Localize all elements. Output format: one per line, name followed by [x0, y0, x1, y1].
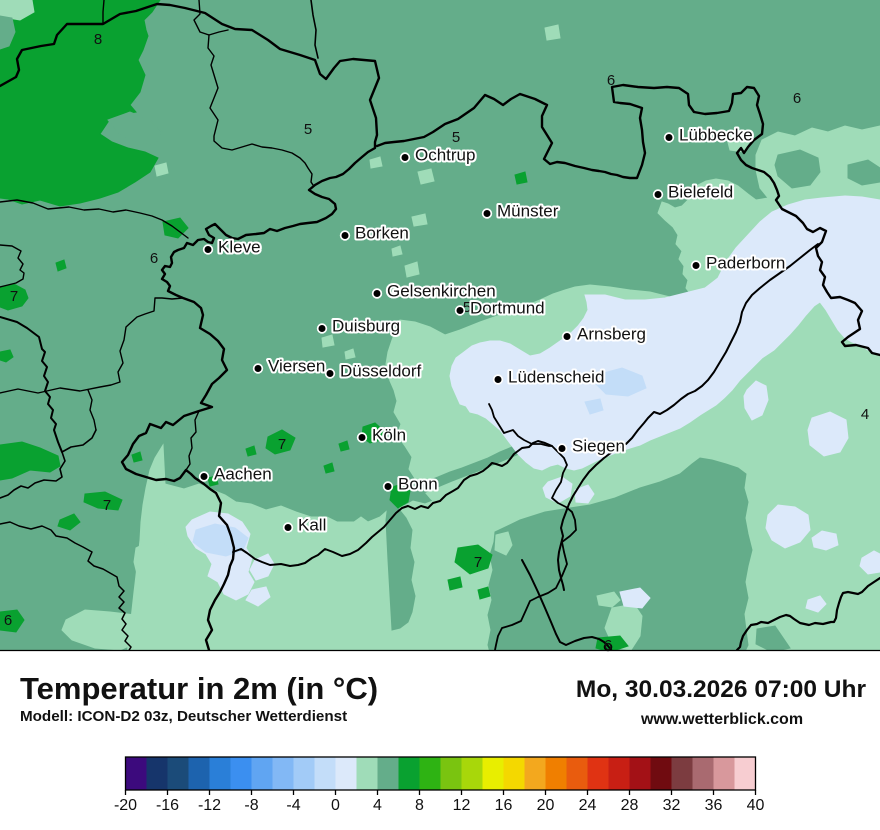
svg-text:36: 36 — [705, 797, 723, 814]
svg-text:Temperatur in 2m (in °C): Temperatur in 2m (in °C) — [20, 671, 378, 706]
svg-text:Kleve: Kleve — [218, 238, 261, 257]
svg-text:Köln: Köln — [372, 426, 406, 445]
svg-text:5: 5 — [304, 121, 312, 138]
svg-text:Gelsenkirchen: Gelsenkirchen — [387, 282, 496, 301]
svg-text:40: 40 — [747, 797, 765, 814]
svg-text:32: 32 — [663, 797, 681, 814]
svg-text:Duisburg: Duisburg — [332, 317, 400, 336]
svg-text:12: 12 — [453, 797, 471, 814]
svg-text:4: 4 — [373, 797, 382, 814]
svg-text:Lübbecke: Lübbecke — [679, 126, 753, 145]
svg-text:7: 7 — [278, 436, 286, 453]
svg-text:7: 7 — [474, 554, 482, 571]
svg-text:6: 6 — [793, 90, 801, 107]
svg-text:-20: -20 — [114, 797, 137, 814]
svg-text:Arnsberg: Arnsberg — [577, 325, 646, 344]
svg-text:Modell: ICON-D2 03z, Deutscher: Modell: ICON-D2 03z, Deutscher Wetterdie… — [20, 708, 347, 725]
svg-text:Viersen: Viersen — [268, 357, 325, 376]
svg-text:-16: -16 — [156, 797, 179, 814]
svg-text:Paderborn: Paderborn — [706, 254, 785, 273]
svg-text:16: 16 — [495, 797, 513, 814]
svg-text:0: 0 — [331, 797, 340, 814]
svg-text:5: 5 — [452, 129, 460, 146]
svg-text:28: 28 — [621, 797, 639, 814]
svg-text:Bielefeld: Bielefeld — [668, 183, 733, 202]
svg-text:24: 24 — [579, 797, 597, 814]
svg-text:20: 20 — [537, 797, 555, 814]
svg-text:www.wetterblick.com: www.wetterblick.com — [640, 711, 803, 728]
svg-text:5: 5 — [463, 299, 471, 316]
svg-text:6: 6 — [4, 612, 12, 629]
svg-text:-8: -8 — [244, 797, 258, 814]
svg-text:Lüdenscheid: Lüdenscheid — [508, 368, 604, 387]
svg-text:-12: -12 — [198, 797, 221, 814]
svg-text:-4: -4 — [286, 797, 300, 814]
svg-text:Bonn: Bonn — [398, 475, 438, 494]
svg-text:Mo, 30.03.2026 07:00 Uhr: Mo, 30.03.2026 07:00 Uhr — [576, 676, 867, 703]
svg-text:Kall: Kall — [298, 516, 326, 535]
svg-text:6: 6 — [607, 72, 615, 89]
svg-text:Borken: Borken — [355, 224, 409, 243]
svg-text:8: 8 — [94, 31, 102, 48]
svg-text:8: 8 — [415, 797, 424, 814]
svg-text:6: 6 — [604, 637, 612, 654]
svg-text:Münster: Münster — [497, 202, 559, 221]
svg-text:6: 6 — [150, 250, 158, 267]
svg-text:Ochtrup: Ochtrup — [415, 146, 475, 165]
svg-text:7: 7 — [10, 288, 18, 305]
svg-text:Siegen: Siegen — [572, 437, 625, 456]
svg-text:4: 4 — [861, 406, 869, 423]
svg-text:Düsseldorf: Düsseldorf — [340, 362, 422, 381]
svg-text:7: 7 — [103, 497, 111, 514]
svg-text:Aachen: Aachen — [214, 465, 272, 484]
svg-text:Dortmund: Dortmund — [470, 299, 545, 318]
